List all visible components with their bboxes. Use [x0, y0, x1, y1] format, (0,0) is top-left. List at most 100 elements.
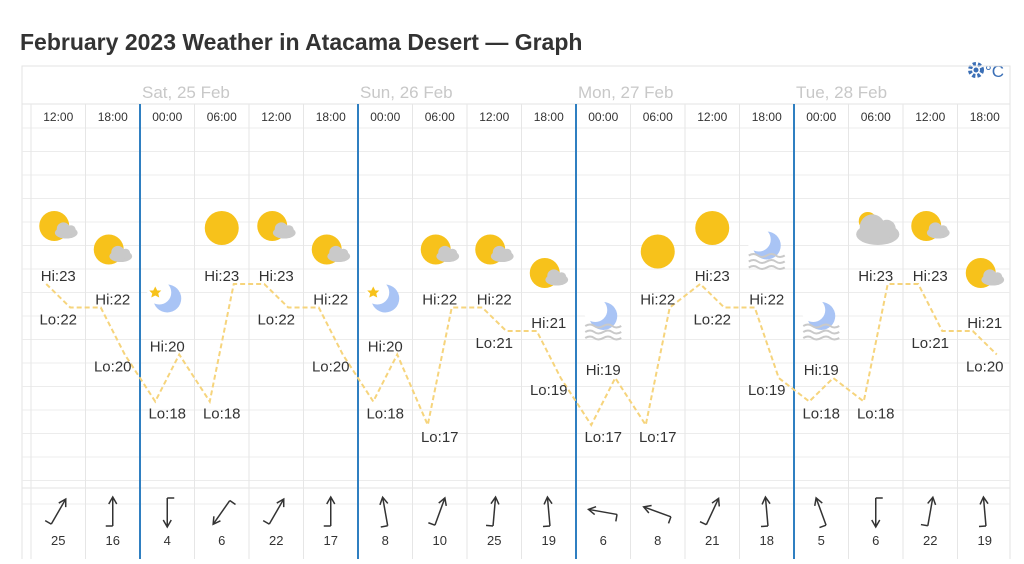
weather-icon-partly	[965, 258, 1005, 288]
weather-icon-sun	[695, 211, 730, 245]
time-label: 00:00	[588, 110, 618, 124]
weather-icon-moon	[147, 280, 182, 313]
hi-value: 22	[768, 292, 785, 309]
wind-arrow	[699, 497, 721, 526]
arrow-tail	[978, 525, 987, 528]
arrow-shaft	[382, 498, 389, 526]
hi-prefix: Hi:	[804, 362, 822, 379]
hi-value: 22	[441, 292, 458, 309]
arrow-tail	[667, 516, 672, 524]
cloud	[274, 222, 289, 236]
weather-icon-partly	[93, 234, 133, 265]
lo-value: 17	[605, 429, 622, 446]
wind-speed: 6	[600, 533, 607, 548]
time-label: 06:00	[861, 110, 891, 124]
lo-value: 18	[169, 406, 186, 423]
time-label: 00:00	[152, 110, 182, 124]
hi-label: Hi:23	[913, 268, 948, 285]
wind-speed: 16	[106, 533, 120, 548]
lo-label: Lo:18	[203, 406, 241, 423]
moon-cut	[801, 298, 826, 322]
hi-value: 23	[59, 268, 76, 285]
wind-arrow	[162, 497, 175, 529]
time-label: 18:00	[98, 110, 128, 124]
weather-icon-moonfog	[746, 227, 786, 270]
lo-value: 18	[823, 406, 840, 423]
wind-speed: 8	[382, 533, 389, 548]
day-label: Tue, 28 Feb	[796, 83, 887, 102]
arrow-tail	[380, 525, 388, 528]
weather-icon-sun	[640, 234, 675, 269]
hi-value: 22	[659, 292, 676, 309]
arrow-tail	[760, 525, 769, 528]
wind-arrow	[44, 497, 67, 525]
wind-speed: 8	[654, 533, 661, 548]
cloud	[877, 219, 896, 238]
lo-prefix: Lo:	[39, 312, 60, 329]
gear-icon[interactable]	[968, 62, 984, 78]
arrow-head	[326, 495, 336, 505]
hi-label: Hi:22	[422, 292, 457, 309]
time-label: 12:00	[915, 110, 945, 124]
cloud	[338, 248, 349, 259]
lo-label: Lo:17	[421, 429, 459, 446]
lo-prefix: Lo:	[94, 359, 115, 376]
arrow-tail	[428, 522, 436, 526]
unit-toggle[interactable]: °C	[968, 62, 1004, 81]
lo-prefix: Lo:	[203, 406, 224, 423]
weather-icon-partly	[257, 211, 296, 241]
time-label: 18:00	[534, 110, 564, 124]
lo-value: 18	[224, 406, 241, 423]
hi-value: 22	[114, 292, 131, 309]
wind-speed: 18	[760, 533, 774, 548]
wind-speed: 4	[164, 533, 171, 548]
arrow-tail	[819, 524, 827, 529]
lo-label: Lo:22	[39, 312, 77, 329]
lo-prefix: Lo:	[911, 335, 932, 352]
arrow-head	[276, 497, 285, 508]
arrow-shaft	[764, 497, 769, 527]
fog	[584, 323, 622, 329]
lo-value: 20	[333, 359, 350, 376]
arrow-shaft	[927, 498, 934, 526]
time-label: 06:00	[643, 110, 673, 124]
lo-label: Lo:19	[530, 382, 568, 399]
wind-speed: 6	[872, 533, 879, 548]
arrow-tail	[542, 525, 551, 528]
lo-value: 21	[932, 335, 949, 352]
unit-label[interactable]: °C	[985, 62, 1004, 81]
arrow-head	[642, 504, 652, 514]
hi-label: Hi:22	[313, 292, 348, 309]
wind-speed: 5	[818, 533, 825, 548]
cloud	[284, 225, 294, 235]
wind-arrow	[814, 496, 827, 529]
wind-speed: 25	[487, 533, 501, 548]
day-label: Sun, 26 Feb	[360, 83, 453, 102]
arrow-tail	[229, 499, 236, 506]
wind-arrow	[871, 497, 883, 529]
time-label: 06:00	[207, 110, 237, 124]
weather-icon-moonfog	[583, 298, 622, 341]
time-label: 18:00	[316, 110, 346, 124]
cloud	[66, 225, 76, 235]
cloud	[329, 245, 343, 260]
lo-prefix: Lo:	[421, 429, 442, 446]
lo-prefix: Lo:	[693, 312, 714, 329]
arrow-head	[162, 519, 172, 529]
temperature-line	[45, 282, 998, 429]
hi-label: Hi:19	[804, 362, 839, 379]
hi-prefix: Hi:	[422, 292, 440, 309]
wind-speed: 10	[433, 533, 447, 548]
time-label: 18:00	[970, 110, 1000, 124]
lo-label: Lo:22	[257, 312, 295, 329]
hi-value: 23	[931, 268, 948, 285]
wind-arrow	[920, 495, 937, 527]
weather-icon-moonfog	[801, 298, 840, 341]
hi-value: 22	[495, 292, 512, 309]
lo-label: Lo:19	[748, 382, 786, 399]
arrow-shaft	[50, 499, 66, 525]
weather-icon-sun	[204, 211, 239, 245]
wind-arrow	[642, 504, 672, 524]
sun	[695, 211, 730, 245]
